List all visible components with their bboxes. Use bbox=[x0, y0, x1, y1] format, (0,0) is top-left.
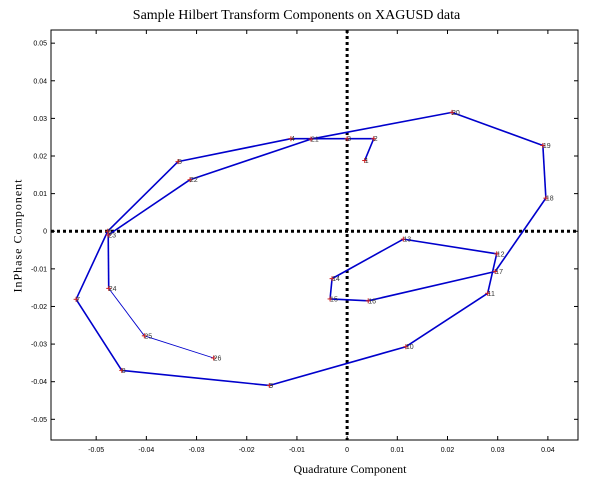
series-segment bbox=[144, 335, 214, 359]
series-layer bbox=[75, 111, 547, 387]
series-segment bbox=[121, 369, 270, 387]
x-tick-label: 0.04 bbox=[541, 447, 555, 454]
data-point-label: 15 bbox=[330, 296, 338, 303]
y-tick-label: 0.04 bbox=[33, 78, 47, 85]
data-point-label: 19 bbox=[543, 143, 551, 150]
data-point-label: 25 bbox=[144, 333, 152, 340]
data-point-label: 10 bbox=[406, 344, 414, 351]
x-tick-label: -0.03 bbox=[189, 447, 205, 454]
y-tick-label: -0.01 bbox=[31, 266, 47, 273]
plot-frame bbox=[50, 29, 579, 441]
series-segment bbox=[329, 278, 333, 300]
series-segment bbox=[363, 138, 375, 161]
x-tick-label: 0.03 bbox=[491, 447, 505, 454]
x-tick-label: -0.01 bbox=[289, 447, 305, 454]
x-tick-label: -0.04 bbox=[138, 447, 154, 454]
data-point-label: 24 bbox=[109, 286, 117, 293]
x-tick-label: -0.05 bbox=[88, 447, 104, 454]
data-point-label: 12 bbox=[497, 251, 505, 258]
y-tick-label: -0.02 bbox=[31, 304, 47, 311]
zero-lines-layer bbox=[51, 30, 578, 440]
data-point-label: 13 bbox=[403, 237, 411, 244]
x-tick-label: 0.01 bbox=[391, 447, 405, 454]
data-point-label: 14 bbox=[332, 276, 340, 283]
data-point-label: 20 bbox=[452, 110, 460, 117]
series-segment bbox=[107, 179, 191, 236]
y-tick-label: 0.05 bbox=[33, 41, 47, 48]
x-axis-label: Quadrature Component bbox=[293, 462, 407, 476]
y-tick-label: 0.03 bbox=[33, 116, 47, 123]
series-segment bbox=[107, 161, 179, 232]
y-tick-label: 0 bbox=[43, 229, 47, 236]
series-segment bbox=[75, 230, 109, 300]
marker-layer bbox=[73, 109, 549, 388]
axes-layer: -0.05 -0.04 -0.03 -0.02 -0.01 0 0.01 0.02 0.03 0.… bbox=[31, 29, 579, 454]
series-segment bbox=[451, 111, 544, 147]
series-segment bbox=[331, 238, 404, 280]
series-segment bbox=[403, 238, 497, 255]
data-point-label: 4 bbox=[291, 136, 295, 143]
series-segment bbox=[108, 288, 145, 337]
data-point-label: 17 bbox=[495, 269, 503, 276]
data-point-label: 9 bbox=[269, 383, 273, 390]
y-tick-label: -0.05 bbox=[31, 417, 47, 424]
x-tick-label: 0 bbox=[345, 447, 349, 454]
data-point-label: 3 bbox=[347, 136, 351, 143]
y-tick-label: -0.03 bbox=[31, 342, 47, 349]
data-point-label: 21 bbox=[311, 137, 319, 144]
series-segment bbox=[330, 298, 369, 302]
series-segment bbox=[494, 197, 547, 272]
data-point-label: 18 bbox=[546, 196, 554, 203]
data-point-label: 16 bbox=[368, 298, 376, 305]
data-point-label: 5 bbox=[178, 159, 182, 166]
series-segment bbox=[486, 253, 498, 294]
series-segment bbox=[75, 298, 123, 371]
series-segment bbox=[368, 270, 496, 302]
y-tick-label: 0.02 bbox=[33, 154, 47, 161]
data-point-label: 7 bbox=[76, 297, 80, 304]
y-tick-label: -0.04 bbox=[31, 379, 47, 386]
series-segment bbox=[177, 137, 292, 163]
series-segment bbox=[269, 345, 407, 387]
data-point-label: 8 bbox=[122, 368, 126, 375]
data-point-label: 2 bbox=[374, 136, 378, 143]
data-point-label: 22 bbox=[190, 177, 198, 184]
data-point-label: 26 bbox=[214, 356, 222, 363]
x-tick-label: -0.02 bbox=[239, 447, 255, 454]
data-point-label: 1 bbox=[365, 158, 369, 165]
x-tick-label: 0.02 bbox=[441, 447, 455, 454]
series-segment bbox=[405, 292, 489, 348]
series-segment bbox=[189, 138, 312, 181]
series-segment bbox=[310, 111, 453, 140]
data-point-label: 6 bbox=[108, 229, 112, 236]
data-point-label: 11 bbox=[488, 291, 495, 298]
chart-title: Sample Hilbert Transform Components on X… bbox=[132, 8, 461, 23]
data-point-label: 23 bbox=[108, 233, 116, 240]
series-segment bbox=[107, 234, 110, 289]
y-tick-label: 0.01 bbox=[33, 191, 47, 198]
series-segment bbox=[542, 145, 547, 199]
